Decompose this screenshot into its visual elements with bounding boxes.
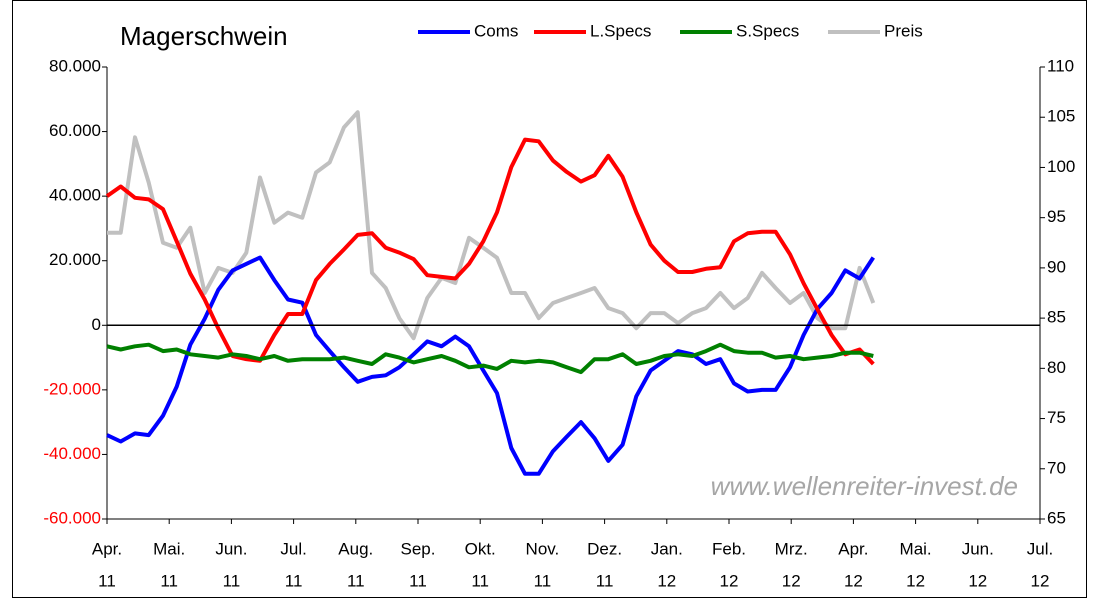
x-tick-label: Apr. — [838, 539, 868, 558]
x-tick-year: 12 — [657, 571, 676, 590]
x-tick-label: Mrz. — [775, 539, 808, 558]
x-tick-label: Mai. — [900, 539, 932, 558]
x-tick-year: 12 — [1031, 571, 1050, 590]
x-tick-label: Sep. — [401, 539, 436, 558]
series-line — [106, 255, 875, 476]
x-tick-year: 11 — [98, 571, 116, 590]
legend-label: Preis — [884, 21, 923, 40]
x-tick-year: 11 — [596, 571, 614, 590]
x-tick-year: 12 — [720, 571, 739, 590]
y-tick-label: 60.000 — [49, 121, 101, 140]
y2-tick-label: 110 — [1047, 56, 1074, 75]
x-tick-year: 11 — [409, 571, 427, 590]
y-tick-label: 20.000 — [49, 250, 101, 269]
x-tick-year: 11 — [223, 571, 241, 590]
x-tick-label: Aug. — [338, 539, 373, 558]
x-tick-label: Jun. — [962, 539, 994, 558]
watermark: www.wellenreiter-invest.de — [711, 471, 1018, 501]
y2-tick-label: 85 — [1047, 308, 1066, 327]
x-tick-label: Nov. — [526, 539, 560, 558]
x-tick-label: Apr. — [92, 539, 122, 558]
y-tick-label: 0 — [92, 315, 101, 334]
legend-label: S.Specs — [736, 21, 799, 40]
x-tick-label: Jan. — [651, 539, 683, 558]
legend-label: L.Specs — [590, 21, 651, 40]
x-tick-label: Feb. — [712, 539, 746, 558]
y-tick-label: 80.000 — [49, 56, 101, 75]
y2-tick-label: 90 — [1047, 257, 1066, 276]
x-tick-year: 11 — [285, 571, 303, 590]
y-tick-label: -60.000 — [43, 508, 101, 527]
y2-tick-label: 70 — [1047, 458, 1066, 477]
x-tick-year: 12 — [968, 571, 987, 590]
legend-label: Coms — [474, 21, 518, 40]
y-tick-label: -20.000 — [43, 379, 101, 398]
chart-border — [12, 0, 1087, 598]
y2-tick-label: 80 — [1047, 358, 1066, 377]
x-tick-year: 11 — [471, 571, 489, 590]
y2-tick-label: 65 — [1047, 508, 1066, 527]
y-tick-label: -40.000 — [43, 444, 101, 463]
x-tick-year: 12 — [782, 571, 801, 590]
x-tick-label: Mai. — [153, 539, 185, 558]
x-tick-year: 11 — [347, 571, 365, 590]
y2-tick-label: 100 — [1047, 157, 1075, 176]
x-tick-year: 11 — [160, 571, 178, 590]
x-tick-year: 12 — [906, 571, 925, 590]
x-tick-year: 12 — [844, 571, 863, 590]
x-tick-label: Jul. — [280, 539, 306, 558]
x-tick-label: Dez. — [587, 539, 622, 558]
y2-tick-label: 105 — [1047, 107, 1075, 126]
y2-tick-label: 75 — [1047, 408, 1066, 427]
chart-title: Magerschwein — [120, 21, 288, 51]
y2-tick-label: 95 — [1047, 207, 1066, 226]
x-tick-year: 11 — [534, 571, 552, 590]
x-tick-label: Jul. — [1027, 539, 1053, 558]
x-tick-label: Okt. — [465, 539, 496, 558]
x-tick-label: Jun. — [215, 539, 247, 558]
y-tick-label: 40.000 — [49, 186, 101, 205]
series-line — [106, 342, 874, 375]
